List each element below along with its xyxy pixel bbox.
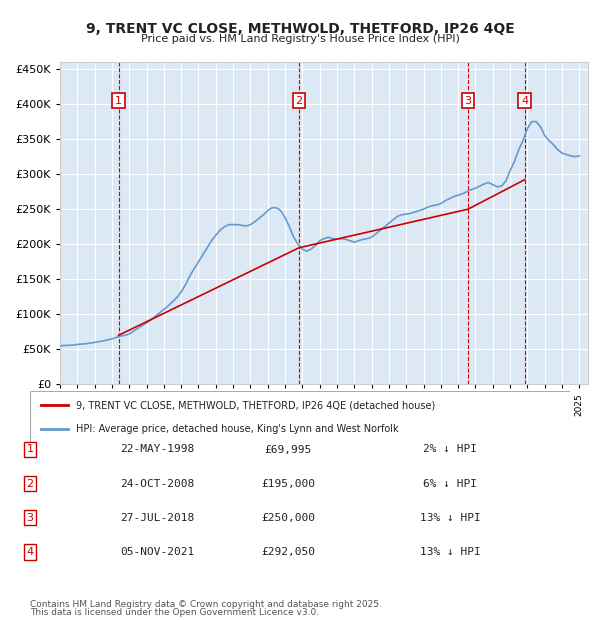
Text: Price paid vs. HM Land Registry's House Price Index (HPI): Price paid vs. HM Land Registry's House … xyxy=(140,34,460,44)
Text: HPI: Average price, detached house, King's Lynn and West Norfolk: HPI: Average price, detached house, King… xyxy=(76,423,398,433)
Text: 4: 4 xyxy=(521,95,528,105)
Text: 9, TRENT VC CLOSE, METHWOLD, THETFORD, IP26 4QE (detached house): 9, TRENT VC CLOSE, METHWOLD, THETFORD, I… xyxy=(76,401,435,410)
Text: 1: 1 xyxy=(26,445,34,454)
Text: 24-OCT-2008: 24-OCT-2008 xyxy=(120,479,194,489)
Text: £292,050: £292,050 xyxy=(261,547,315,557)
Text: 1: 1 xyxy=(115,95,122,105)
Text: £195,000: £195,000 xyxy=(261,479,315,489)
Text: £250,000: £250,000 xyxy=(261,513,315,523)
Text: 2% ↓ HPI: 2% ↓ HPI xyxy=(423,445,477,454)
Text: 05-NOV-2021: 05-NOV-2021 xyxy=(120,547,194,557)
Text: 27-JUL-2018: 27-JUL-2018 xyxy=(120,513,194,523)
Text: 4: 4 xyxy=(26,547,34,557)
Text: £69,995: £69,995 xyxy=(265,445,311,454)
Text: 3: 3 xyxy=(26,513,34,523)
Text: 2: 2 xyxy=(26,479,34,489)
Text: 22-MAY-1998: 22-MAY-1998 xyxy=(120,445,194,454)
Text: 6% ↓ HPI: 6% ↓ HPI xyxy=(423,479,477,489)
Text: 13% ↓ HPI: 13% ↓ HPI xyxy=(419,513,481,523)
Text: 13% ↓ HPI: 13% ↓ HPI xyxy=(419,547,481,557)
Text: 3: 3 xyxy=(464,95,472,105)
Text: This data is licensed under the Open Government Licence v3.0.: This data is licensed under the Open Gov… xyxy=(30,608,319,617)
Text: 2: 2 xyxy=(296,95,302,105)
Text: 9, TRENT VC CLOSE, METHWOLD, THETFORD, IP26 4QE: 9, TRENT VC CLOSE, METHWOLD, THETFORD, I… xyxy=(86,22,514,36)
Text: Contains HM Land Registry data © Crown copyright and database right 2025.: Contains HM Land Registry data © Crown c… xyxy=(30,600,382,609)
FancyBboxPatch shape xyxy=(30,391,570,443)
